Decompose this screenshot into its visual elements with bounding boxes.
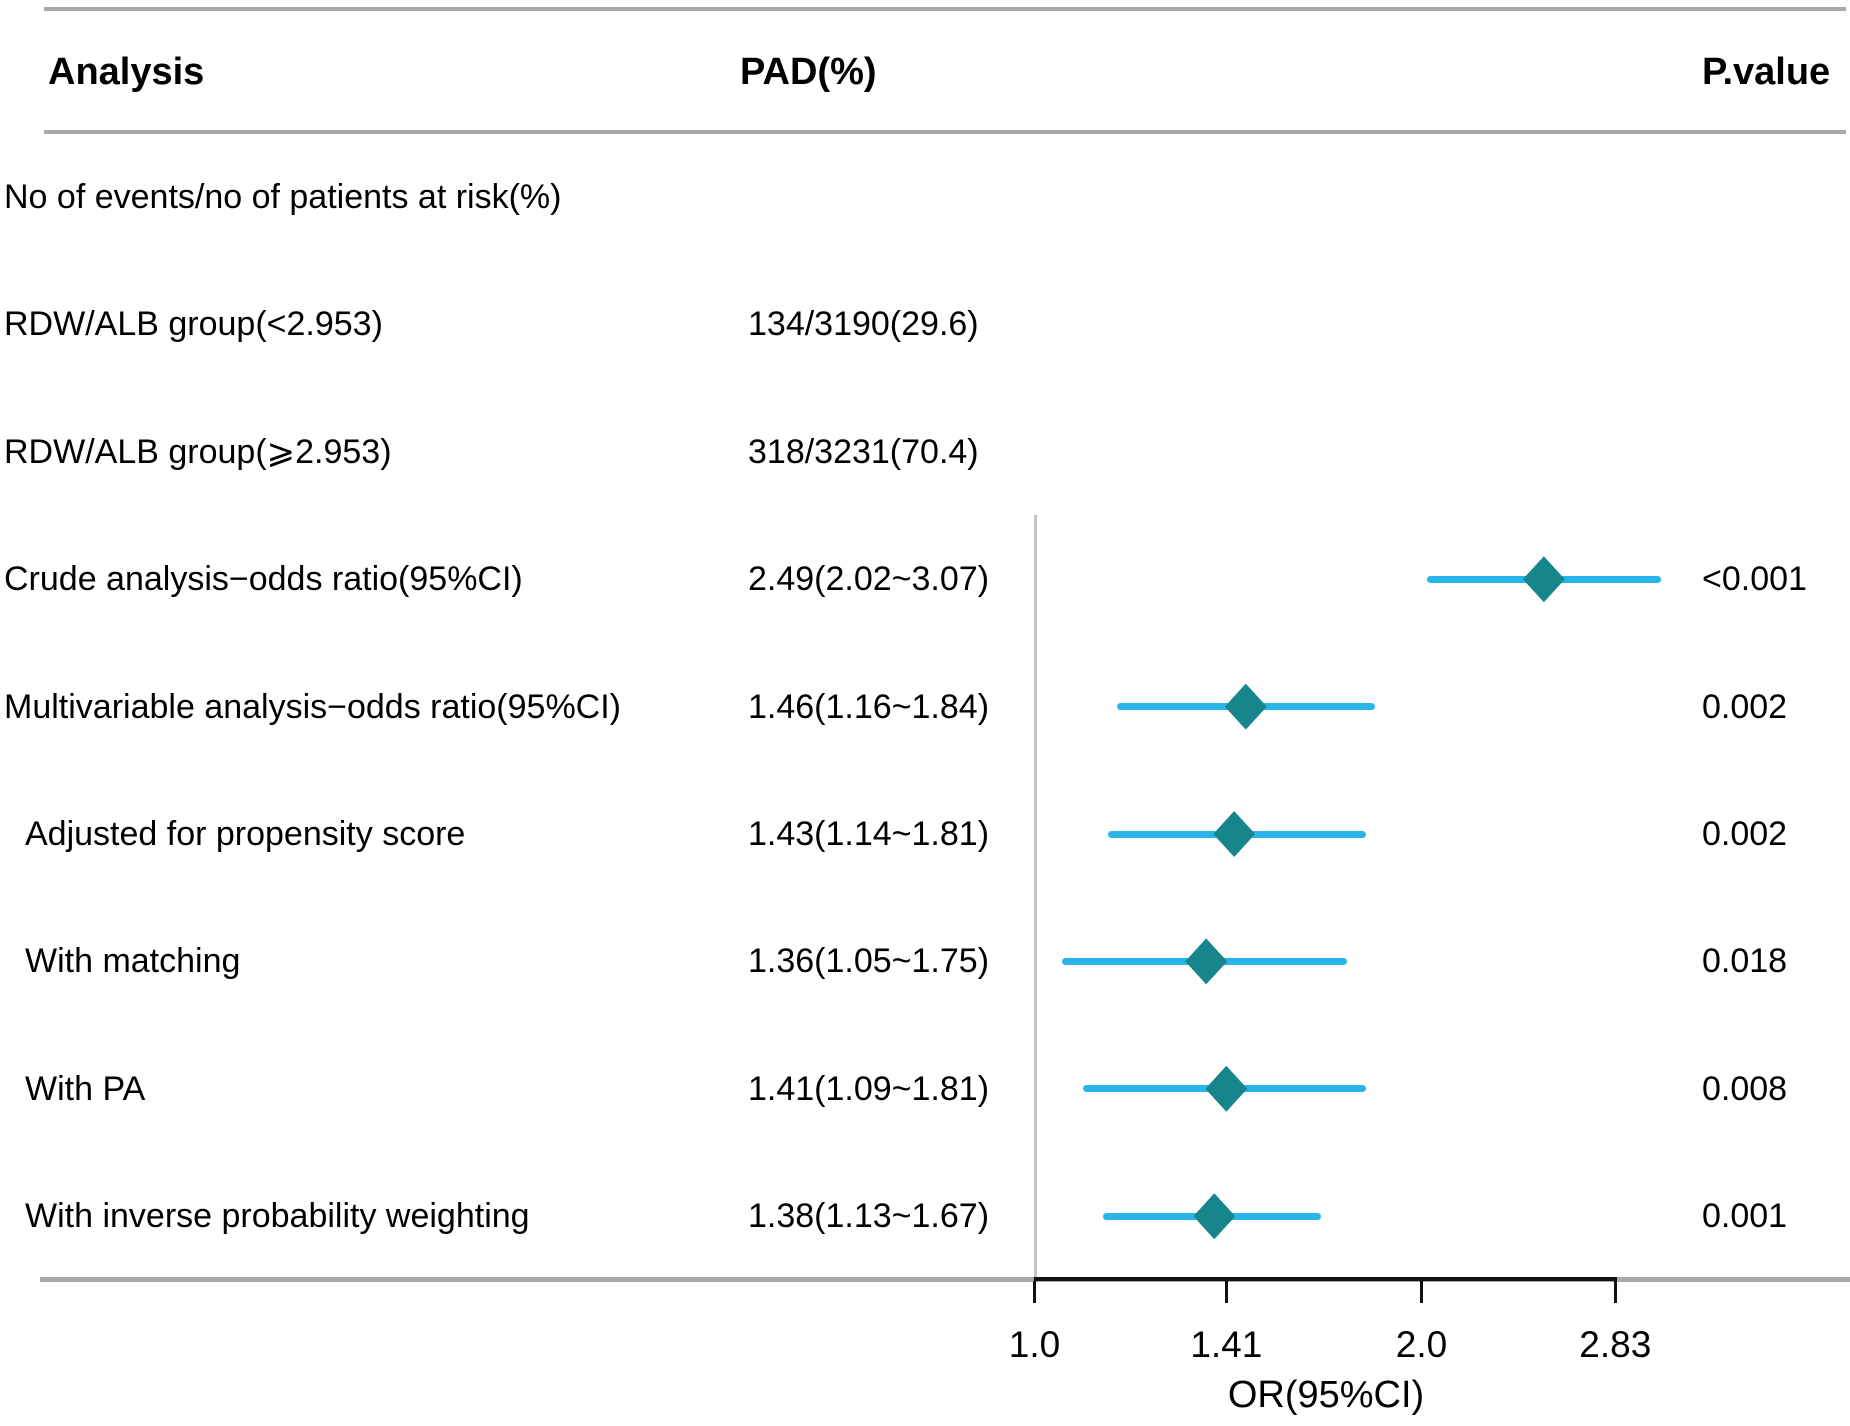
row-pad-value: 134/3190(29.6) <box>748 305 979 344</box>
row-pad-value: 1.38(1.13~1.67) <box>748 1197 990 1236</box>
row-label: With inverse probability weighting <box>25 1197 530 1236</box>
bottom-rule <box>40 1277 1850 1282</box>
x-tick <box>1033 1281 1036 1303</box>
row-label: Multivariable analysis−odds ratio(95%CI) <box>4 687 621 726</box>
row-p-value: 0.018 <box>1702 942 1788 981</box>
row-pad-value: 1.43(1.14~1.81) <box>748 815 990 853</box>
or-diamond <box>1213 811 1256 857</box>
row-p-value: 0.002 <box>1702 687 1788 726</box>
x-axis-line <box>1034 1277 1617 1281</box>
top-rule <box>44 7 1846 11</box>
column-header-pvalue: P.value <box>1702 51 1831 93</box>
x-tick <box>1613 1281 1617 1303</box>
row-label: Adjusted for propensity score <box>25 815 466 853</box>
row-p-value: 0.002 <box>1702 815 1788 853</box>
x-tick-label: 2.0 <box>1395 1324 1448 1365</box>
row-pad-value: 1.36(1.05~1.75) <box>748 942 990 981</box>
row-label: No of events/no of patients at risk(%) <box>4 178 562 216</box>
or-diamond <box>1193 1193 1236 1240</box>
row-label: With matching <box>25 942 241 981</box>
row-pad-value: 318/3231(70.4) <box>748 432 979 471</box>
x-axis-title: OR(95%CI) <box>1227 1374 1425 1416</box>
column-header-analysis: Analysis <box>48 51 205 93</box>
row-p-value: 0.001 <box>1702 1197 1788 1236</box>
row-p-value: 0.008 <box>1702 1069 1788 1108</box>
row-pad-value: 1.46(1.16~1.84) <box>748 687 990 726</box>
row-label: RDW/ALB group(<2.953) <box>4 305 383 344</box>
row-pad-value: 2.49(2.02~3.07) <box>748 560 990 599</box>
column-header-pad: PAD(%) <box>740 51 877 93</box>
x-tick-label: 1.0 <box>1008 1324 1061 1365</box>
reference-line-or-1 <box>1034 515 1037 1281</box>
row-pad-value: 1.41(1.09~1.81) <box>748 1069 990 1108</box>
header-rule <box>44 130 1846 134</box>
row-label: Crude analysis−odds ratio(95%CI) <box>4 560 523 599</box>
or-diamond <box>1205 1065 1248 1112</box>
x-tick <box>1420 1281 1423 1303</box>
x-tick-label: 2.83 <box>1579 1324 1652 1365</box>
x-tick-label: 1.41 <box>1190 1324 1263 1365</box>
x-tick <box>1224 1281 1228 1303</box>
row-label: RDW/ALB group(⩾2.953) <box>4 432 392 471</box>
or-diamond <box>1522 556 1565 603</box>
or-diamond <box>1185 938 1228 985</box>
row-p-value: <0.001 <box>1702 560 1807 599</box>
or-diamond <box>1224 683 1267 730</box>
row-label: With PA <box>25 1069 146 1108</box>
